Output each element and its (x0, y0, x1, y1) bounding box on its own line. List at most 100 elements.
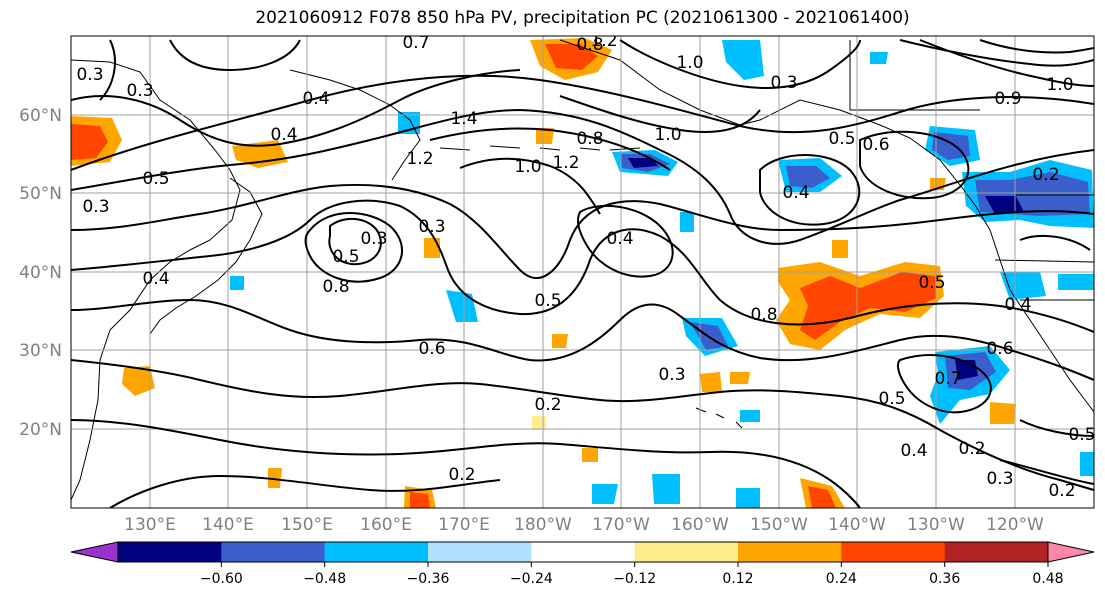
pv-contour (99, 39, 301, 101)
pv-contour (759, 154, 861, 226)
pv-contour (999, 234, 1094, 485)
pv-contour (859, 130, 970, 200)
contour-label: 0.4 (270, 125, 297, 145)
colorbar-segment (118, 542, 222, 562)
aleutian-islands (439, 145, 641, 151)
colorbar-segment (841, 542, 946, 562)
contour-label: 0.4 (782, 183, 809, 203)
precip-area (410, 492, 430, 508)
colorbar-tick-label: −0.60 (200, 571, 243, 587)
precip-area (700, 372, 722, 392)
colorbar-frame (117, 541, 1049, 563)
contour-label: 0.2 (958, 439, 985, 459)
colorbar-tick-label: 0.12 (722, 571, 753, 587)
north-america-coastline (974, 204, 1094, 413)
colorbar-extend-high (1047, 541, 1095, 563)
contour-label: 0.4 (606, 229, 633, 249)
pv-contour (979, 39, 1094, 54)
precip-area (730, 372, 750, 384)
contour-label: 1.4 (450, 109, 477, 129)
lat-tick-label: 60°N (19, 106, 62, 126)
pv-contour (71, 183, 1094, 280)
contour-label: 1.2 (552, 153, 579, 173)
lon-tick-label: 160°W (671, 515, 729, 535)
contour-label: 0.6 (986, 339, 1013, 359)
contour-label: 0.3 (126, 81, 153, 101)
precip-area (652, 474, 680, 504)
contour-label: 0.8 (750, 305, 777, 325)
pv-contour (429, 127, 671, 171)
lon-tick-label: 130°E (124, 515, 176, 535)
precip-area (230, 276, 244, 290)
map-plot-area: 0.7 0.81.21.00.30.3 0.40.30.41.41.21.00.81… (71, 31, 1095, 508)
alaska-coastline (559, 39, 976, 206)
pv-contour (619, 39, 861, 89)
precip-area (736, 488, 760, 508)
precip-area (985, 196, 1024, 214)
contour-label: 0.3 (76, 65, 103, 85)
precip-area (990, 402, 1016, 424)
lon-tick-label: 130°W (907, 515, 965, 535)
colorbar-tick-label: −0.48 (303, 571, 346, 587)
colorbar-tick-labels: −0.60 −0.48 −0.36 −0.24 −0.12 0.12 0.24 0.36 0.4… (200, 562, 1064, 587)
pv-contour (459, 157, 601, 215)
precip-area (680, 212, 694, 232)
lon-tick-label: 180°W (514, 515, 572, 535)
contour-label: 1.2 (406, 149, 433, 169)
colorbar-tick-label: 0.36 (929, 571, 960, 587)
precip-area (786, 166, 830, 188)
pv-contour (919, 39, 1094, 87)
contour-label: 0.8 (576, 129, 603, 149)
colorbar (70, 541, 1095, 563)
precip-area (552, 334, 568, 348)
lon-tick-label: 170°E (438, 515, 490, 535)
precip-area (268, 468, 282, 488)
contour-label: 0.2 (534, 395, 561, 415)
japan-coastline (149, 177, 263, 335)
contour-label: 0.8 (576, 35, 603, 55)
precip-area (545, 44, 598, 70)
lon-tick-label: 170°W (592, 515, 650, 535)
contour-label: 0.6 (862, 135, 889, 155)
colorbar-tick-label: −0.36 (407, 571, 450, 587)
lat-tick-label: 50°N (19, 184, 62, 204)
contour-label: 0.5 (534, 291, 561, 311)
pv-contour (328, 217, 382, 266)
precip-area (740, 410, 760, 422)
lat-tick-label: 30°N (19, 341, 62, 361)
contour-label: 0.6 (418, 339, 445, 359)
precip-area (722, 40, 764, 80)
precip-area (870, 52, 888, 64)
contour-label: 0.3 (658, 365, 685, 385)
contour-label: 0.8 (322, 277, 349, 297)
precip-area (592, 484, 618, 504)
canada-border (849, 40, 1094, 301)
contour-label: 0.5 (918, 273, 945, 293)
precip-positive-areas (71, 38, 1016, 508)
precip-area (808, 486, 836, 508)
contour-label: 0.3 (360, 229, 387, 249)
contour-labels: 0.7 0.81.21.00.30.3 0.40.30.41.41.21.00.81… (76, 31, 1095, 501)
colorbar-segment (944, 542, 1049, 562)
contour-label: 1.0 (1046, 75, 1073, 95)
pv-contour (109, 474, 501, 508)
precip-area (1058, 274, 1094, 290)
lon-tick-label: 120°W (986, 515, 1044, 535)
contour-label: 0.4 (302, 89, 329, 109)
kamchatka-coastline (289, 69, 421, 181)
colorbar-segment (531, 542, 636, 562)
colorbar-extend-low (70, 541, 119, 563)
contour-label: 0.3 (770, 73, 797, 93)
contour-label: 0.5 (1068, 425, 1095, 445)
pv-contour (71, 359, 1094, 491)
contour-label: 0.5 (142, 169, 169, 189)
contour-label: 0.2 (1048, 481, 1075, 501)
contour-label: 0.4 (142, 269, 169, 289)
pv-contour (71, 419, 861, 508)
colorbar-segment (428, 542, 532, 562)
pv-contour (71, 74, 1094, 171)
contour-label: 1.2 (590, 31, 617, 51)
colorbar-tick-label: 0.48 (1032, 571, 1063, 587)
colorbar-segment (221, 542, 326, 562)
